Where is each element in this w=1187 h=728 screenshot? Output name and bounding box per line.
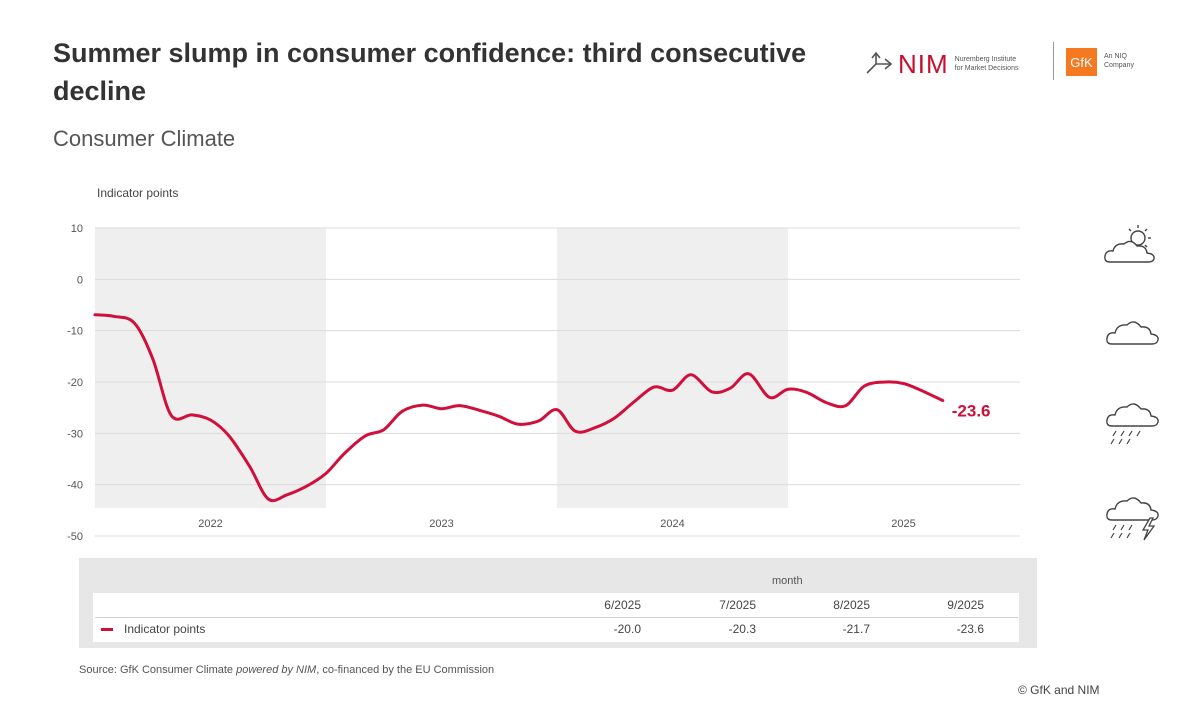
gfk-sub-line1: An NIQ bbox=[1104, 53, 1127, 60]
chart-subtitle: Consumer Climate bbox=[53, 126, 236, 151]
gfk-logo-subtext: An NIQ Company bbox=[1104, 52, 1134, 70]
source-suffix: , co-financed by the EU Commission bbox=[316, 664, 495, 676]
x-year-label: 2022 bbox=[198, 518, 222, 530]
source-note: Source: GfK Consumer Climate powered by … bbox=[79, 664, 494, 676]
nim-sub-line2: for Market Decisions bbox=[954, 65, 1019, 72]
table-column-header: 6/2025 bbox=[604, 598, 641, 612]
y-tick-label: -10 bbox=[67, 326, 83, 338]
nim-logo: NIM Nuremberg Institute for Market Decis… bbox=[864, 44, 1018, 84]
gfk-logo: GfK bbox=[1066, 48, 1097, 76]
table-cell: -20.0 bbox=[613, 622, 641, 636]
y-tick-label: -20 bbox=[67, 377, 83, 389]
year-shade-band bbox=[95, 228, 326, 508]
y-tick-label: -50 bbox=[67, 531, 83, 543]
y-tick-label: -40 bbox=[67, 480, 83, 492]
table-column-header: 7/2025 bbox=[719, 598, 756, 612]
legend-swatch bbox=[101, 628, 113, 631]
x-year-label: 2024 bbox=[660, 518, 684, 530]
x-year-label: 2025 bbox=[891, 518, 915, 530]
end-value-label: -23.6 bbox=[952, 401, 991, 420]
rain-cloud-icon bbox=[1106, 403, 1159, 445]
nim-logo-text: NIM bbox=[898, 48, 949, 79]
indicator-line bbox=[93, 313, 945, 503]
y-axis-label: Indicator points bbox=[97, 186, 178, 200]
table-row-label: Indicator points bbox=[124, 622, 206, 636]
table-cell: -23.6 bbox=[956, 622, 984, 636]
logo-divider bbox=[1053, 42, 1054, 80]
table-column-header: 9/2025 bbox=[947, 598, 984, 612]
nim-arrows-icon bbox=[866, 51, 893, 74]
y-tick-label: 10 bbox=[71, 223, 83, 235]
gfk-sub-line2: Company bbox=[1104, 62, 1134, 69]
page-title: Summer slump in consumer confidence: thi… bbox=[53, 38, 807, 106]
table-column-header: 8/2025 bbox=[833, 598, 870, 612]
table-divider bbox=[95, 617, 1018, 618]
nim-sub-line1: Nuremberg Institute bbox=[954, 56, 1017, 63]
copyright: © GfK and NIM bbox=[1018, 683, 1100, 697]
y-tick-label: 0 bbox=[77, 274, 83, 286]
x-year-label: 2023 bbox=[429, 518, 453, 530]
table-cell: -21.7 bbox=[842, 622, 870, 636]
cloud-icon bbox=[1106, 321, 1159, 345]
storm-cloud-icon bbox=[1106, 497, 1159, 541]
y-tick-label: -30 bbox=[67, 428, 83, 440]
sun-cloud-icon bbox=[1104, 225, 1155, 263]
table-cell: -20.3 bbox=[728, 622, 756, 636]
year-shade-band bbox=[557, 228, 788, 508]
data-table bbox=[79, 558, 1037, 648]
source-prefix: Source: GfK Consumer Climate bbox=[79, 664, 237, 676]
consumer-climate-chart: Indicator points 10 0 -10 -20 -30 -40 -50 2022… bbox=[67, 186, 1020, 543]
source-italic: powered by NIM bbox=[236, 664, 317, 676]
table-header-month: month bbox=[772, 575, 803, 587]
nim-logo-subtext: Nuremberg Institute for Market Decisions bbox=[955, 55, 1019, 73]
